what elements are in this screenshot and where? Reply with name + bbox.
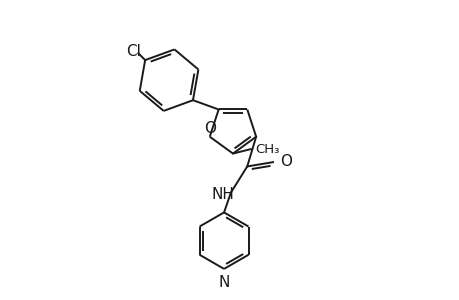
Text: NH: NH	[211, 187, 234, 202]
Text: O: O	[280, 154, 292, 169]
Text: CH₃: CH₃	[254, 142, 279, 156]
Text: O: O	[203, 121, 215, 136]
Text: Cl: Cl	[126, 44, 141, 59]
Text: N: N	[218, 275, 229, 290]
